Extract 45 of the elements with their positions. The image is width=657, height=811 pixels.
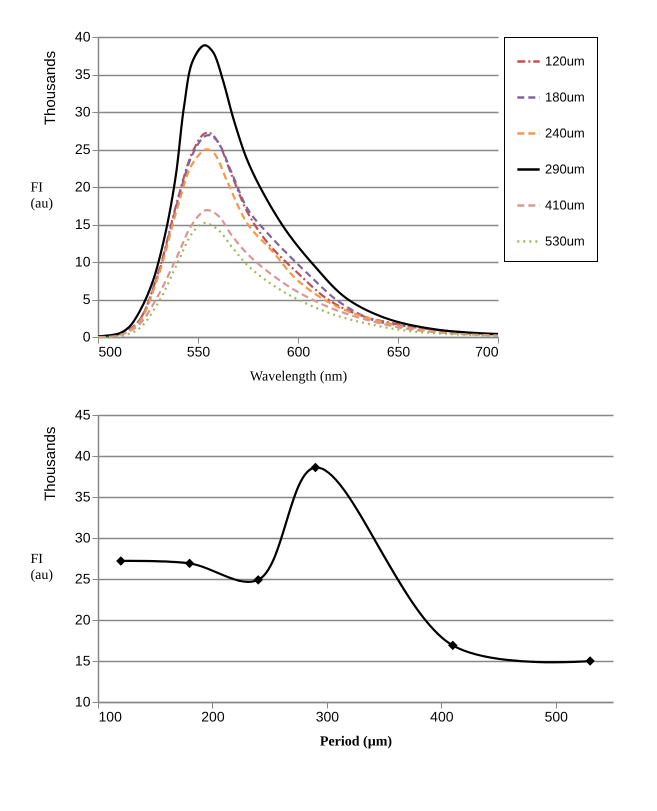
y-tick-label: 5	[82, 291, 91, 307]
x-tick-label: 100	[98, 708, 122, 724]
legend-label: 120um	[545, 54, 585, 68]
y-axis-title: FI (au)	[30, 180, 54, 212]
y-tick-label: 45	[74, 406, 91, 422]
point	[310, 462, 320, 472]
x-tick-label: 500	[98, 344, 122, 360]
text: Thousands	[42, 50, 59, 126]
legend-label: 240um	[545, 126, 585, 140]
x-tick-label: 550	[186, 344, 210, 360]
x-tick-label: 400	[430, 708, 454, 724]
y-tick-label: 25	[74, 141, 91, 157]
x-tick-label: 600	[286, 344, 310, 360]
legend-label: 290um	[545, 162, 585, 176]
point	[184, 558, 194, 568]
point	[253, 575, 263, 585]
y-tick-label: 30	[74, 530, 91, 546]
y-tick-label: 10	[74, 694, 91, 710]
legend-label: 180um	[545, 90, 585, 104]
x-tick-label: 650	[386, 344, 410, 360]
x-axis-title: Wavelength (nm)	[250, 370, 348, 384]
legend-label: 410um	[545, 198, 585, 212]
x-tick-label: 700	[475, 344, 499, 360]
y-tick-label: 35	[74, 66, 91, 82]
y-tick-label: 15	[74, 652, 91, 668]
y-tick-label: 20	[74, 612, 91, 628]
legend-label: 530um	[545, 234, 585, 248]
point	[448, 640, 458, 650]
x-tick-label: 300	[316, 708, 340, 724]
y-tick-label: 25	[74, 570, 91, 586]
x-tick-label: 200	[201, 708, 225, 724]
y-tick-label: 10	[74, 254, 91, 270]
y-axis-title: FI (au)	[30, 552, 54, 583]
y-tick-label: 40	[74, 448, 91, 464]
x-tick-label: 500	[544, 708, 568, 724]
y-tick-label: 0	[82, 328, 91, 344]
point	[116, 556, 126, 566]
y-tick-label: 15	[74, 216, 91, 232]
y-tick-label: 40	[74, 28, 91, 44]
y-tick-label: 20	[74, 178, 91, 194]
text: Thousands	[42, 426, 59, 501]
point	[585, 656, 595, 666]
x-axis-title: Period (µm)	[320, 734, 392, 750]
y-tick-label: 35	[74, 488, 91, 504]
y-tick-label: 30	[74, 104, 91, 120]
